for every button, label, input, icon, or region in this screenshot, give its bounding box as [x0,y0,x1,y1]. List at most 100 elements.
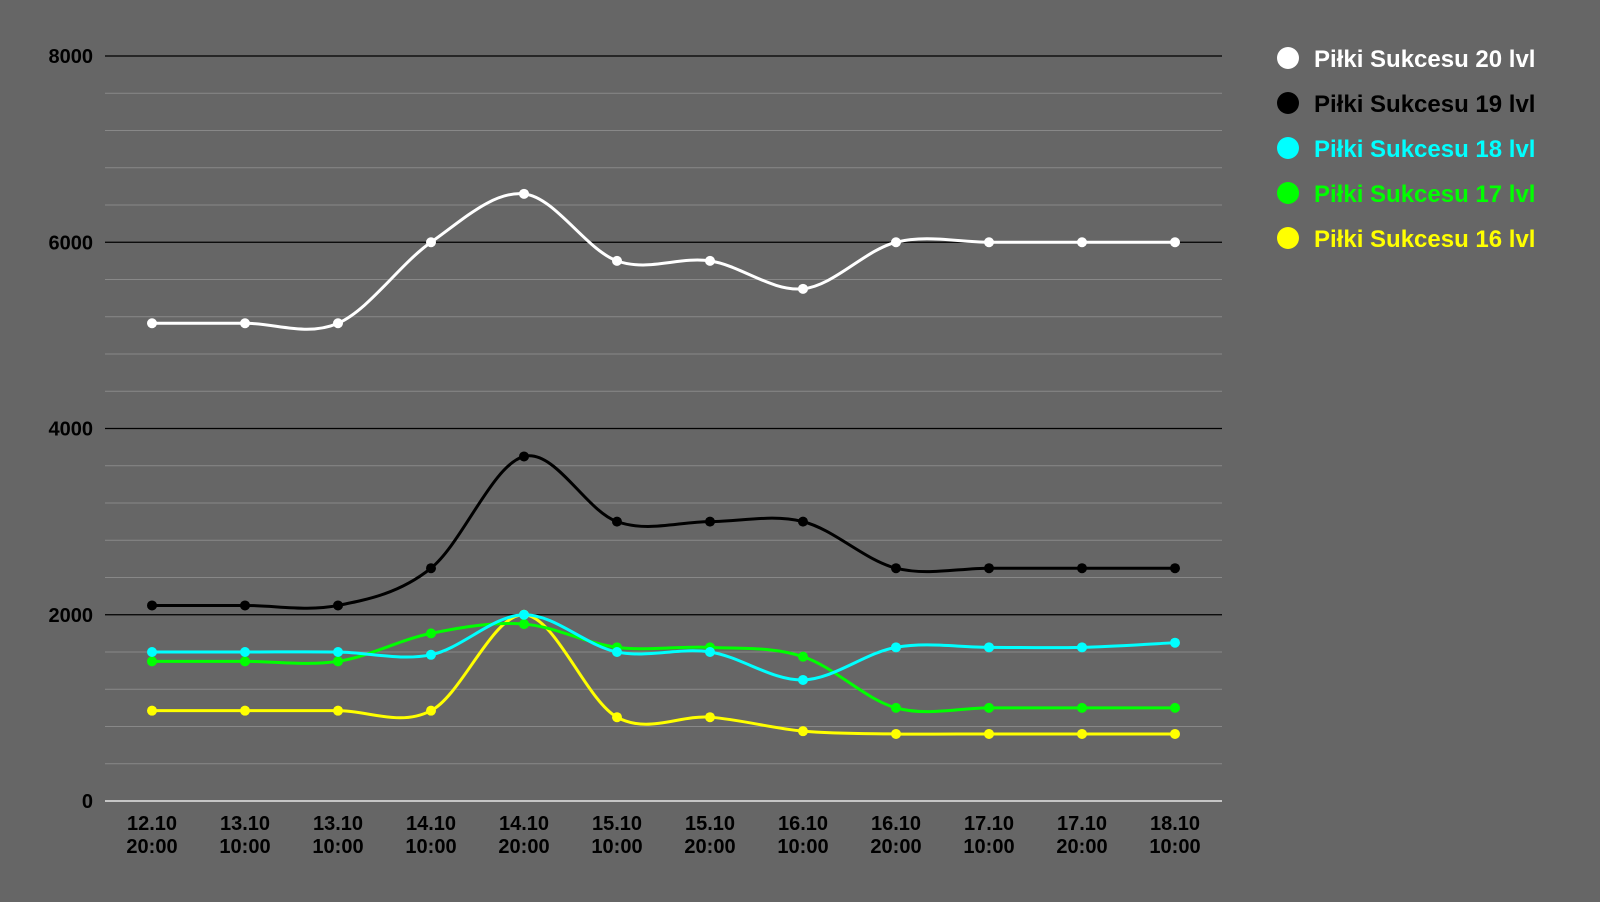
x-tick-label-time: 10:00 [405,836,456,858]
legend-label: Piłki Sukcesu 16 lvl [1314,226,1535,253]
data-point [1077,728,1087,739]
x-tick-label-time: 10:00 [777,836,828,858]
data-point [519,451,529,462]
data-point [333,647,343,657]
y-tick-label: 4000 [49,419,94,441]
data-point [705,516,715,527]
data-point [147,656,157,667]
data-point [705,712,715,723]
x-tick-label-date: 13.10 [313,813,363,835]
data-point [1170,637,1180,648]
data-point [984,563,994,574]
x-tick-label-time: 10:00 [591,836,642,858]
data-point [147,705,157,716]
data-point [426,563,436,574]
x-tick-label-date: 15.10 [685,813,735,835]
data-point [1077,642,1087,653]
data-point [240,656,250,667]
x-tick-label-time: 20:00 [684,836,735,858]
data-point [426,628,436,639]
data-point [612,255,622,266]
data-point [333,705,343,716]
data-point [519,188,529,199]
legend-marker [1277,182,1299,204]
legend: Piłki Sukcesu 20 lvl Piłki Sukcesu 19 lvl… [1277,46,1535,253]
x-axis: 12.1020:0013.1010:0013.1010:0014.1010:00… [126,813,1200,858]
data-point [1170,702,1180,713]
data-point [1077,563,1087,574]
y-tick-label: 6000 [49,232,94,254]
x-tick-label-date: 14.10 [499,813,549,835]
data-point [891,702,901,713]
data-point [240,600,250,611]
legend-label: Piłki Sukcesu 18 lvl [1314,136,1535,163]
data-point [705,255,715,266]
data-point [519,619,529,630]
data-point [1077,237,1087,248]
data-point [147,647,157,657]
series-3 [147,609,1180,685]
data-point [612,516,622,527]
x-tick-label-time: 20:00 [870,836,921,858]
x-tick-label-date: 13.10 [220,813,270,835]
series-line [152,622,1175,714]
data-point [612,647,622,657]
series-1 [147,188,1180,331]
data-point [333,600,343,611]
x-tick-label-date: 17.10 [964,813,1014,835]
data-point [891,642,901,653]
data-point [519,609,529,620]
y-tick-label: 8000 [49,46,94,68]
legend-marker [1277,227,1299,249]
x-tick-label-time: 10:00 [219,836,270,858]
y-tick-label: 0 [82,791,93,813]
data-point [798,674,808,685]
data-point [333,318,343,329]
data-point [426,237,436,248]
legend-label: Piłki Sukcesu 19 lvl [1314,91,1535,118]
data-point [147,600,157,611]
x-tick-label-date: 16.10 [778,813,828,835]
data-point [984,642,994,653]
data-point [984,237,994,248]
x-tick-label-date: 16.10 [871,813,921,835]
x-tick-label-time: 20:00 [1056,836,1107,858]
legend-marker [1277,47,1299,69]
x-tick-label-date: 14.10 [406,813,456,835]
y-axis: 0 2000 4000 6000 8000 [49,46,94,813]
data-point [240,705,250,716]
series-5 [147,609,1180,739]
data-point [798,651,808,662]
x-tick-label-date: 18.10 [1150,813,1200,835]
grid-lines [105,55,1222,802]
legend-marker [1277,92,1299,114]
x-tick-label-time: 20:00 [126,836,177,858]
data-point [705,647,715,657]
legend-marker [1277,137,1299,159]
data-point [798,516,808,527]
x-tick-label-date: 15.10 [592,813,642,835]
data-point [798,726,808,737]
series-line [152,192,1175,331]
data-point [240,647,250,657]
legend-label: Piłki Sukcesu 17 lvl [1314,181,1535,208]
series-line [151,613,1175,736]
series-2 [147,451,1180,611]
x-tick-label-time: 20:00 [498,836,549,858]
data-point [1170,563,1180,574]
data-point [240,318,250,329]
x-tick-label-time: 10:00 [963,836,1014,858]
data-point [147,318,157,329]
data-point [1170,728,1180,739]
x-tick-label-date: 12.10 [127,813,177,835]
data-point [891,237,901,248]
data-point [798,283,808,294]
data-point [984,728,994,739]
x-tick-label-time: 10:00 [312,836,363,858]
legend-label: Piłki Sukcesu 20 lvl [1314,46,1535,73]
data-point [891,728,901,739]
data-point [426,705,436,716]
x-tick-label-date: 17.10 [1057,813,1107,835]
data-point [426,649,436,660]
data-point [1077,702,1087,713]
